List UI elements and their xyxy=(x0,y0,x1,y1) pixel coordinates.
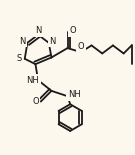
Text: O: O xyxy=(32,97,39,106)
Text: N: N xyxy=(19,37,25,46)
Text: N: N xyxy=(35,26,41,35)
Text: NH: NH xyxy=(26,76,39,85)
Text: S: S xyxy=(17,54,22,63)
Text: O: O xyxy=(70,26,76,35)
Text: NH: NH xyxy=(68,90,81,99)
Text: O: O xyxy=(77,42,84,51)
Text: N: N xyxy=(50,37,56,46)
